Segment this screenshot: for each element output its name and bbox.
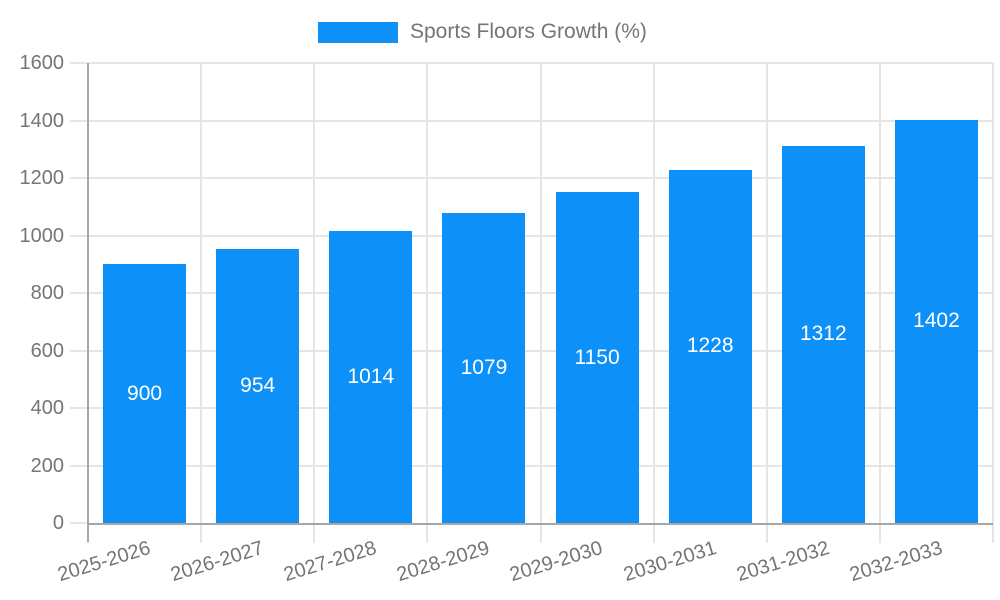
gridline-vertical: [539, 63, 542, 543]
bar-2028-2029[interactable]: [442, 212, 526, 523]
gridline-vertical: [652, 63, 655, 543]
bar-value-label: 1402: [913, 309, 960, 333]
gridline-horizontal: [70, 522, 88, 524]
bar-2026-2027[interactable]: [216, 248, 300, 523]
bar-2025-2026[interactable]: [103, 264, 187, 523]
x-axis-tick-label: 2029-2030: [507, 537, 606, 587]
legend-swatch: [318, 21, 398, 43]
bar-value-label: 1228: [686, 334, 734, 358]
gridline-vertical: [992, 63, 994, 543]
x-axis-tick-label: 2030-2031: [620, 537, 719, 587]
x-axis-tick-label: 2027-2028: [281, 537, 380, 587]
gridline-vertical: [426, 63, 429, 543]
gridline-vertical: [878, 63, 881, 543]
x-axis-tick-label: 2026-2027: [168, 537, 267, 587]
gridline-horizontal: [70, 62, 993, 64]
bar-value-label: 954: [240, 373, 276, 397]
y-axis-tick-label: 1000: [19, 224, 65, 247]
x-axis-tick-label: 2032-2033: [846, 537, 945, 587]
bar-2027-2028[interactable]: [329, 231, 413, 523]
bar-2030-2031[interactable]: [668, 169, 752, 523]
y-axis-tick-label: 600: [30, 339, 64, 362]
legend-label: Sports Floors Growth (%): [410, 20, 647, 43]
x-axis-tick-label: 2028-2029: [394, 537, 493, 587]
bar-2029-2030[interactable]: [555, 192, 639, 523]
gridline-vertical: [200, 63, 203, 543]
y-axis-tick-label: 1600: [19, 52, 65, 74]
bar-2031-2032[interactable]: [781, 145, 865, 523]
bar-value-label: 1079: [460, 355, 508, 379]
x-axis-tick-label: 2025-2026: [55, 537, 153, 587]
y-axis-tick-label: 400: [30, 397, 64, 419]
gridline-horizontal: [70, 292, 993, 294]
gridline-horizontal: [70, 407, 993, 409]
y-axis-tick-label: 0: [52, 512, 64, 534]
gridline-vertical: [765, 63, 768, 543]
gridline-vertical: [313, 63, 316, 543]
gridline-horizontal: [70, 349, 993, 352]
y-axis-line: [87, 63, 89, 542]
x-axis-tick-label: 2031-2032: [733, 537, 832, 587]
bar-value-label: 1312: [799, 322, 847, 346]
x-axis-line: [87, 523, 993, 525]
bar-value-label: 1014: [347, 365, 395, 389]
gridline-horizontal: [70, 177, 993, 179]
y-axis-tick-label: 800: [30, 282, 64, 304]
gridline-horizontal: [70, 234, 993, 237]
bar-value-label: 1150: [574, 345, 620, 369]
y-axis-tick-label: 1200: [19, 167, 65, 189]
bar-2032-2033[interactable]: [894, 119, 978, 523]
gridline-horizontal: [70, 464, 993, 467]
bar-value-label: 900: [127, 381, 163, 405]
gridline-horizontal: [70, 119, 993, 122]
legend-item[interactable]: Sports Floors Growth (%): [318, 20, 647, 44]
y-axis-tick-label: 1400: [19, 109, 65, 132]
y-axis-tick-label: 200: [30, 454, 64, 477]
